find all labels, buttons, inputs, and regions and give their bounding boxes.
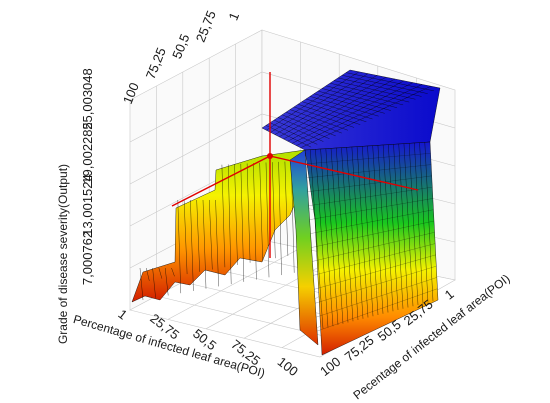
back-tick-label: 50,5 bbox=[169, 32, 192, 61]
mesh-line bbox=[310, 209, 434, 234]
mesh-line bbox=[346, 147, 359, 321]
mesh-line bbox=[171, 267, 175, 277]
mesh-line bbox=[240, 163, 244, 282]
mesh-line bbox=[317, 288, 438, 332]
mesh-line bbox=[177, 199, 181, 294]
mesh-line bbox=[284, 161, 289, 256]
mesh-line bbox=[215, 199, 219, 287]
mesh-line bbox=[202, 199, 207, 289]
mesh-line bbox=[382, 144, 394, 312]
mesh-line bbox=[311, 220, 435, 248]
grid-line bbox=[205, 255, 340, 330]
mesh-line bbox=[253, 163, 257, 280]
mesh-line bbox=[315, 265, 437, 304]
mesh-line bbox=[398, 143, 409, 308]
mesh-line bbox=[152, 267, 156, 298]
mesh-line bbox=[424, 142, 434, 302]
mesh-line bbox=[196, 199, 200, 272]
crosshair-marker bbox=[171, 72, 419, 258]
mesh-line bbox=[139, 267, 144, 301]
z-tick-label: 13,001524 bbox=[80, 174, 95, 235]
mesh-line bbox=[259, 162, 263, 261]
mesh-line bbox=[234, 164, 238, 265]
mesh-line bbox=[336, 147, 349, 323]
mesh-line bbox=[270, 73, 369, 133]
crosshair-right bbox=[269, 155, 419, 191]
mesh-line bbox=[158, 267, 163, 279]
z-axis-label: Grade of disease severity(Output) bbox=[56, 164, 70, 344]
mesh-line bbox=[316, 277, 437, 318]
mesh-line bbox=[408, 143, 419, 306]
mesh-line bbox=[388, 144, 399, 311]
mesh-line bbox=[312, 232, 435, 262]
mesh-line bbox=[305, 153, 431, 165]
mesh-line bbox=[377, 145, 389, 313]
mesh-line bbox=[367, 145, 379, 316]
mesh-line bbox=[306, 164, 432, 179]
mesh-line bbox=[356, 146, 369, 318]
mesh-line bbox=[309, 198, 433, 220]
mesh-line bbox=[272, 162, 276, 259]
surface-mesh bbox=[131, 69, 441, 356]
mesh-line bbox=[330, 148, 344, 324]
crosshair-point bbox=[267, 153, 273, 159]
mesh-line bbox=[228, 164, 232, 285]
mesh-line bbox=[362, 146, 374, 317]
front-wall bbox=[304, 141, 439, 356]
y-tick-label: 100 bbox=[317, 354, 343, 379]
mesh-line bbox=[266, 71, 360, 131]
mesh-line bbox=[403, 143, 414, 307]
mesh-line bbox=[246, 163, 251, 263]
z-tick-label: 7,000762 bbox=[80, 231, 95, 285]
mesh-line bbox=[315, 149, 329, 328]
back-tick-label: 25,75 bbox=[193, 8, 219, 44]
mesh-line bbox=[372, 145, 384, 314]
mesh-line bbox=[274, 75, 378, 135]
mesh-line bbox=[414, 142, 424, 304]
mesh-line bbox=[283, 78, 396, 140]
mesh-line bbox=[287, 80, 405, 142]
mesh-line bbox=[308, 186, 433, 206]
mesh-line bbox=[221, 164, 226, 268]
mesh-line bbox=[292, 82, 414, 144]
mesh-line bbox=[209, 199, 213, 270]
back-tick-label: 75,25 bbox=[143, 45, 169, 81]
mesh-line bbox=[419, 142, 429, 303]
z-tick-label: 19,002285 bbox=[80, 122, 95, 183]
mesh-line bbox=[300, 86, 432, 148]
mesh-line bbox=[313, 243, 436, 276]
mesh-line bbox=[190, 199, 194, 291]
mesh-line bbox=[265, 162, 270, 278]
mesh-line bbox=[146, 267, 150, 281]
cliff-side bbox=[289, 149, 319, 346]
mesh-line bbox=[314, 254, 436, 290]
mesh-line bbox=[296, 84, 423, 146]
mesh-line bbox=[393, 144, 404, 309]
staircase-ridge bbox=[131, 149, 306, 303]
back-tick-label: 1 bbox=[226, 10, 243, 22]
mesh-line bbox=[325, 148, 339, 326]
z-tick-label: 25,003048 bbox=[80, 68, 95, 129]
x-tick-label: 100 bbox=[275, 354, 301, 379]
mesh-line bbox=[183, 199, 188, 275]
mesh-line bbox=[279, 77, 387, 137]
crosshair-left bbox=[171, 155, 271, 207]
mesh-line bbox=[320, 148, 334, 327]
mesh-line bbox=[310, 149, 324, 329]
mesh-line bbox=[307, 175, 432, 192]
x-tick-label: 1 bbox=[115, 306, 130, 322]
grid-line bbox=[167, 247, 301, 320]
mesh-line bbox=[165, 267, 169, 296]
mesh-line bbox=[278, 161, 282, 276]
y-tick-label: 1 bbox=[442, 286, 457, 302]
